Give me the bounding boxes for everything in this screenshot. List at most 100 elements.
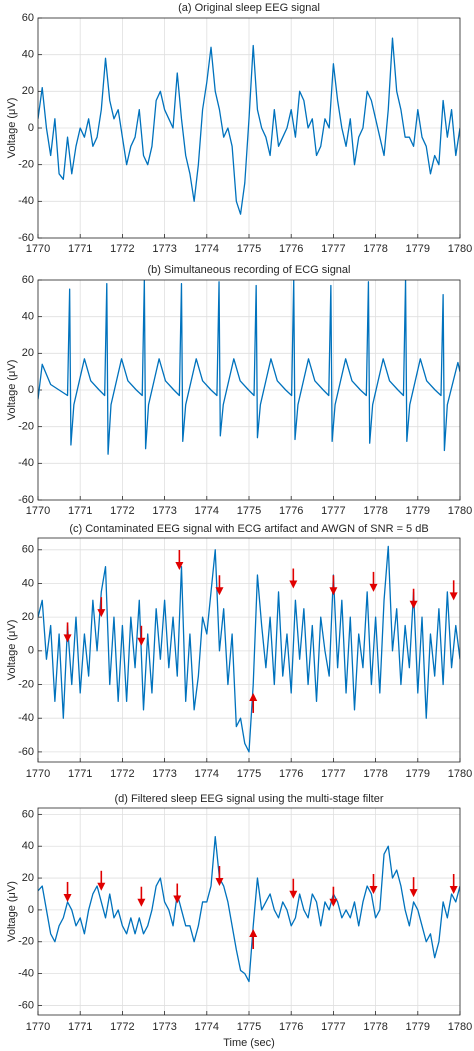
x-tick-label: 1771 <box>68 505 92 517</box>
arrow-head <box>369 583 378 592</box>
y-tick-label: -60 <box>18 494 34 506</box>
arrow <box>175 550 184 570</box>
panel: 1770 1771 1772 1773 1774 1775 1776 1777 1778 1779… <box>6 2 472 255</box>
x-tick-label: 1777 <box>321 505 345 517</box>
arrow <box>289 568 298 589</box>
x-tick-label: 1772 <box>110 505 134 517</box>
x-tick-label: 1770 <box>26 768 50 780</box>
signal-line <box>38 37 460 215</box>
x-tick-label: 1775 <box>237 1021 261 1033</box>
x-tick-label: 1774 <box>195 243 219 255</box>
x-tick-label: 1774 <box>195 505 219 517</box>
signal-line <box>38 545 460 753</box>
panel-title: (b) Simultaneous recording of ECG signal <box>148 264 351 276</box>
y-tick-label: -40 <box>18 195 34 207</box>
y-tick-label: 60 <box>22 12 34 24</box>
arrow <box>63 881 72 902</box>
y-tick-label: 40 <box>22 840 34 852</box>
x-tick-label: 1778 <box>363 1021 387 1033</box>
x-tick-label: 1771 <box>68 1021 92 1033</box>
x-tick-label: 1780 <box>448 505 472 517</box>
x-tick-label: 1776 <box>279 243 303 255</box>
signal-line <box>38 280 460 455</box>
x-tick-label: 1780 <box>448 243 472 255</box>
panel: 1770 1771 1772 1773 1774 1775 1776 1777 1778 1779… <box>6 264 472 517</box>
panel-title: (a) Original sleep EEG signal <box>178 2 320 14</box>
x-tick-label: 1778 <box>363 505 387 517</box>
arrow-head <box>449 885 458 894</box>
y-tick-label: 20 <box>22 347 34 359</box>
arrow-head <box>329 587 338 596</box>
x-tick-label: 1772 <box>110 243 134 255</box>
x-tick-label: 1774 <box>195 768 219 780</box>
y-tick-label: -60 <box>18 232 34 244</box>
arrow <box>215 866 224 887</box>
y-tick-label: 20 <box>22 85 34 97</box>
arrow <box>137 625 146 646</box>
arrow-head <box>63 634 72 643</box>
y-tick-label: -20 <box>18 678 34 690</box>
x-tick-label: 1771 <box>68 768 92 780</box>
arrow-head <box>249 692 258 701</box>
arrow <box>369 571 378 592</box>
x-tick-label: 1772 <box>110 1021 134 1033</box>
arrow-head <box>63 893 72 902</box>
x-tick-label: 1773 <box>152 768 176 780</box>
y-tick-label: -40 <box>18 457 34 469</box>
arrow-head <box>97 609 106 618</box>
arrow <box>215 575 224 596</box>
y-axis-label: Voltage (μV) <box>6 620 18 681</box>
arrow-head <box>289 580 298 589</box>
x-tick-label: 1776 <box>279 768 303 780</box>
y-tick-label: -60 <box>18 746 34 758</box>
arrow <box>329 886 338 907</box>
y-tick-label: 0 <box>28 904 34 916</box>
x-tick-label: 1770 <box>26 505 50 517</box>
x-tick-label: 1778 <box>363 243 387 255</box>
x-tick-label: 1777 <box>321 768 345 780</box>
x-tick-label: 1777 <box>321 243 345 255</box>
arrow <box>137 886 146 907</box>
arrow-head <box>329 898 338 907</box>
y-axis-label: Voltage (μV) <box>6 360 18 421</box>
arrow-head <box>289 890 298 899</box>
arrow-head <box>175 562 184 570</box>
y-tick-label: 60 <box>22 808 34 820</box>
y-tick-label: 60 <box>22 274 34 286</box>
x-tick-label: 1774 <box>195 1021 219 1033</box>
x-tick-label: 1771 <box>68 243 92 255</box>
y-tick-label: 40 <box>22 577 34 589</box>
arrow <box>289 878 298 899</box>
x-tick-label: 1778 <box>363 768 387 780</box>
y-tick-label: 60 <box>22 544 34 556</box>
x-tick-label: 1780 <box>448 768 472 780</box>
arrow <box>449 873 458 894</box>
x-tick-label: 1777 <box>321 1021 345 1033</box>
x-tick-label: 1779 <box>406 768 430 780</box>
panel: 1770 1771 1772 1773 1774 1775 1776 1777 1778 1779… <box>6 523 472 780</box>
x-tick-label: 1775 <box>237 768 261 780</box>
arrow <box>449 580 458 601</box>
plot-frame <box>37 807 461 1016</box>
x-tick-label: 1779 <box>406 505 430 517</box>
y-tick-label: 20 <box>22 611 34 623</box>
signal-line <box>38 836 460 983</box>
x-tick-label: 1773 <box>152 1021 176 1033</box>
x-tick-label: 1779 <box>406 243 430 255</box>
plot-frame <box>37 279 461 501</box>
panel-title: (c) Contaminated EEG signal with ECG art… <box>69 523 428 535</box>
arrow <box>249 929 258 950</box>
arrow-head <box>215 878 224 887</box>
arrow-head <box>215 587 224 596</box>
y-tick-label: 40 <box>22 311 34 323</box>
y-tick-label: -40 <box>18 968 34 980</box>
x-tick-label: 1772 <box>110 768 134 780</box>
x-tick-label: 1776 <box>279 505 303 517</box>
arrow-head <box>369 885 378 894</box>
x-axis-label: Time (sec) <box>223 1037 275 1049</box>
arrow <box>329 575 338 596</box>
y-tick-label: 20 <box>22 872 34 884</box>
arrow <box>249 692 258 713</box>
x-tick-label: 1775 <box>237 505 261 517</box>
